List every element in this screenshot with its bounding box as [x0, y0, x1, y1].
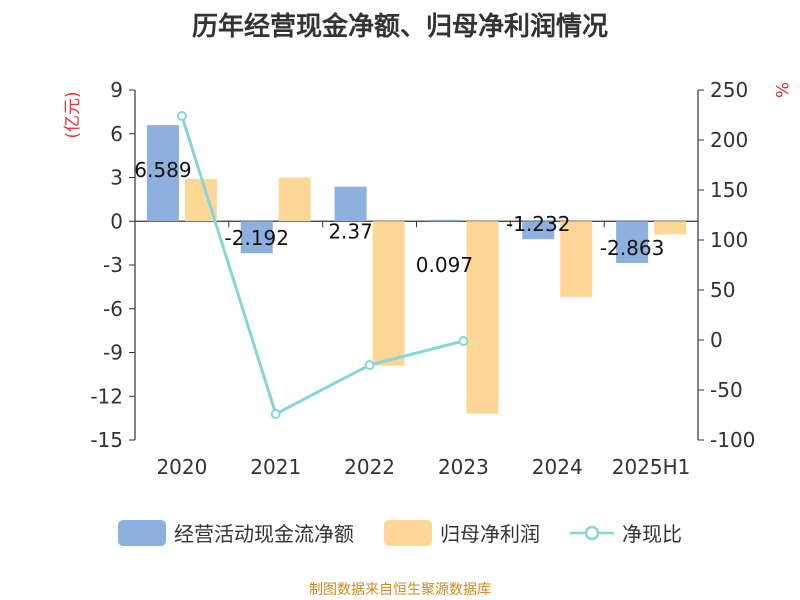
right-tick-label: 50 — [710, 278, 735, 302]
left-axis-label: (亿元) — [63, 91, 83, 138]
right-tick-label: -50 — [710, 378, 743, 402]
cashflow-data-label: 2.37 — [328, 220, 373, 244]
labels-layer: 6.589 -2.192 2.37 0.097 -1.232 -2.863 — [134, 158, 664, 277]
net-profit-bar — [466, 221, 499, 414]
line-layer — [176, 111, 469, 419]
legend-swatch-cash-ratio — [570, 525, 614, 540]
x-tick-label: 2021 — [250, 455, 301, 479]
x-tick-label: 2023 — [438, 455, 489, 479]
chart-title: 历年经营现金净额、归母净利润情况 — [191, 12, 608, 42]
axes-layer: 9 6 3 0 -3 -6 -9 -12 -15 250 200 150 100 50 0 -50 -100 20… — [63, 78, 791, 479]
left-tick-label: -3 — [103, 253, 123, 277]
legend-label-net-profit: 归母净利润 — [440, 522, 540, 546]
cash-ratio-point — [364, 360, 375, 370]
left-tick-label: 0 — [110, 209, 123, 233]
cash-ratio-point — [176, 111, 187, 121]
cash-ratio-point — [270, 409, 281, 419]
left-tick-label: 6 — [110, 122, 123, 146]
source-note: 制图数据来自恒生聚源数据库 — [309, 582, 491, 598]
net-profit-bar — [278, 177, 311, 222]
cashflow-data-label: 0.097 — [416, 253, 473, 277]
net-profit-bar — [560, 221, 593, 298]
cashflow-bar — [522, 221, 555, 240]
cashflow-bar — [428, 219, 461, 222]
cashflow-bar — [616, 221, 649, 264]
legend-swatch-cashflow — [118, 519, 166, 546]
right-tick-label: -100 — [710, 428, 755, 452]
cash-ratio-point — [458, 336, 469, 346]
cashflow-data-label: -2.192 — [225, 226, 289, 250]
cashflow-bar — [240, 221, 273, 254]
x-tick-label: 2022 — [344, 455, 395, 479]
legend-swatch-net-profit — [384, 519, 432, 546]
left-tick-label: -15 — [90, 428, 123, 452]
cashflow-data-label: -1.232 — [506, 212, 570, 236]
net-profit-bar — [654, 221, 687, 235]
left-tick-label: -6 — [103, 297, 123, 321]
x-tick-label: 2020 — [156, 455, 207, 479]
cashflow-data-label: -2.863 — [600, 236, 664, 260]
right-tick-label: 150 — [710, 178, 748, 202]
chart-legend: 经营活动现金流净额 归母净利润 净现比 — [0, 518, 800, 547]
right-tick-label: 250 — [710, 78, 748, 102]
cash-ratio-line — [180, 115, 464, 417]
legend-item-cashflow[interactable]: 经营活动现金流净额 — [118, 518, 354, 547]
bars-layer — [146, 125, 687, 414]
cashflow-bar — [146, 125, 179, 222]
legend-label-cash-ratio: 净现比 — [622, 522, 682, 546]
left-tick-label: 3 — [110, 166, 123, 190]
x-tick-label: 2025H1 — [612, 455, 691, 479]
right-tick-label: 0 — [710, 328, 723, 352]
legend-item-cash-ratio[interactable]: 净现比 — [570, 518, 682, 547]
left-tick-label: 9 — [110, 78, 123, 102]
x-tick-label: 2024 — [532, 455, 583, 479]
cashflow-data-label: 6.589 — [134, 158, 191, 182]
legend-label-cashflow: 经营活动现金流净额 — [174, 522, 354, 546]
left-tick-label: -12 — [90, 384, 123, 408]
right-tick-label: 200 — [710, 128, 748, 152]
net-profit-bar — [372, 221, 405, 366]
right-tick-label: 100 — [710, 228, 748, 252]
right-axis-label: % — [771, 82, 791, 98]
legend-item-net-profit[interactable]: 归母净利润 — [384, 518, 540, 547]
left-tick-label: -9 — [103, 341, 123, 365]
cashflow-bar — [334, 186, 367, 222]
